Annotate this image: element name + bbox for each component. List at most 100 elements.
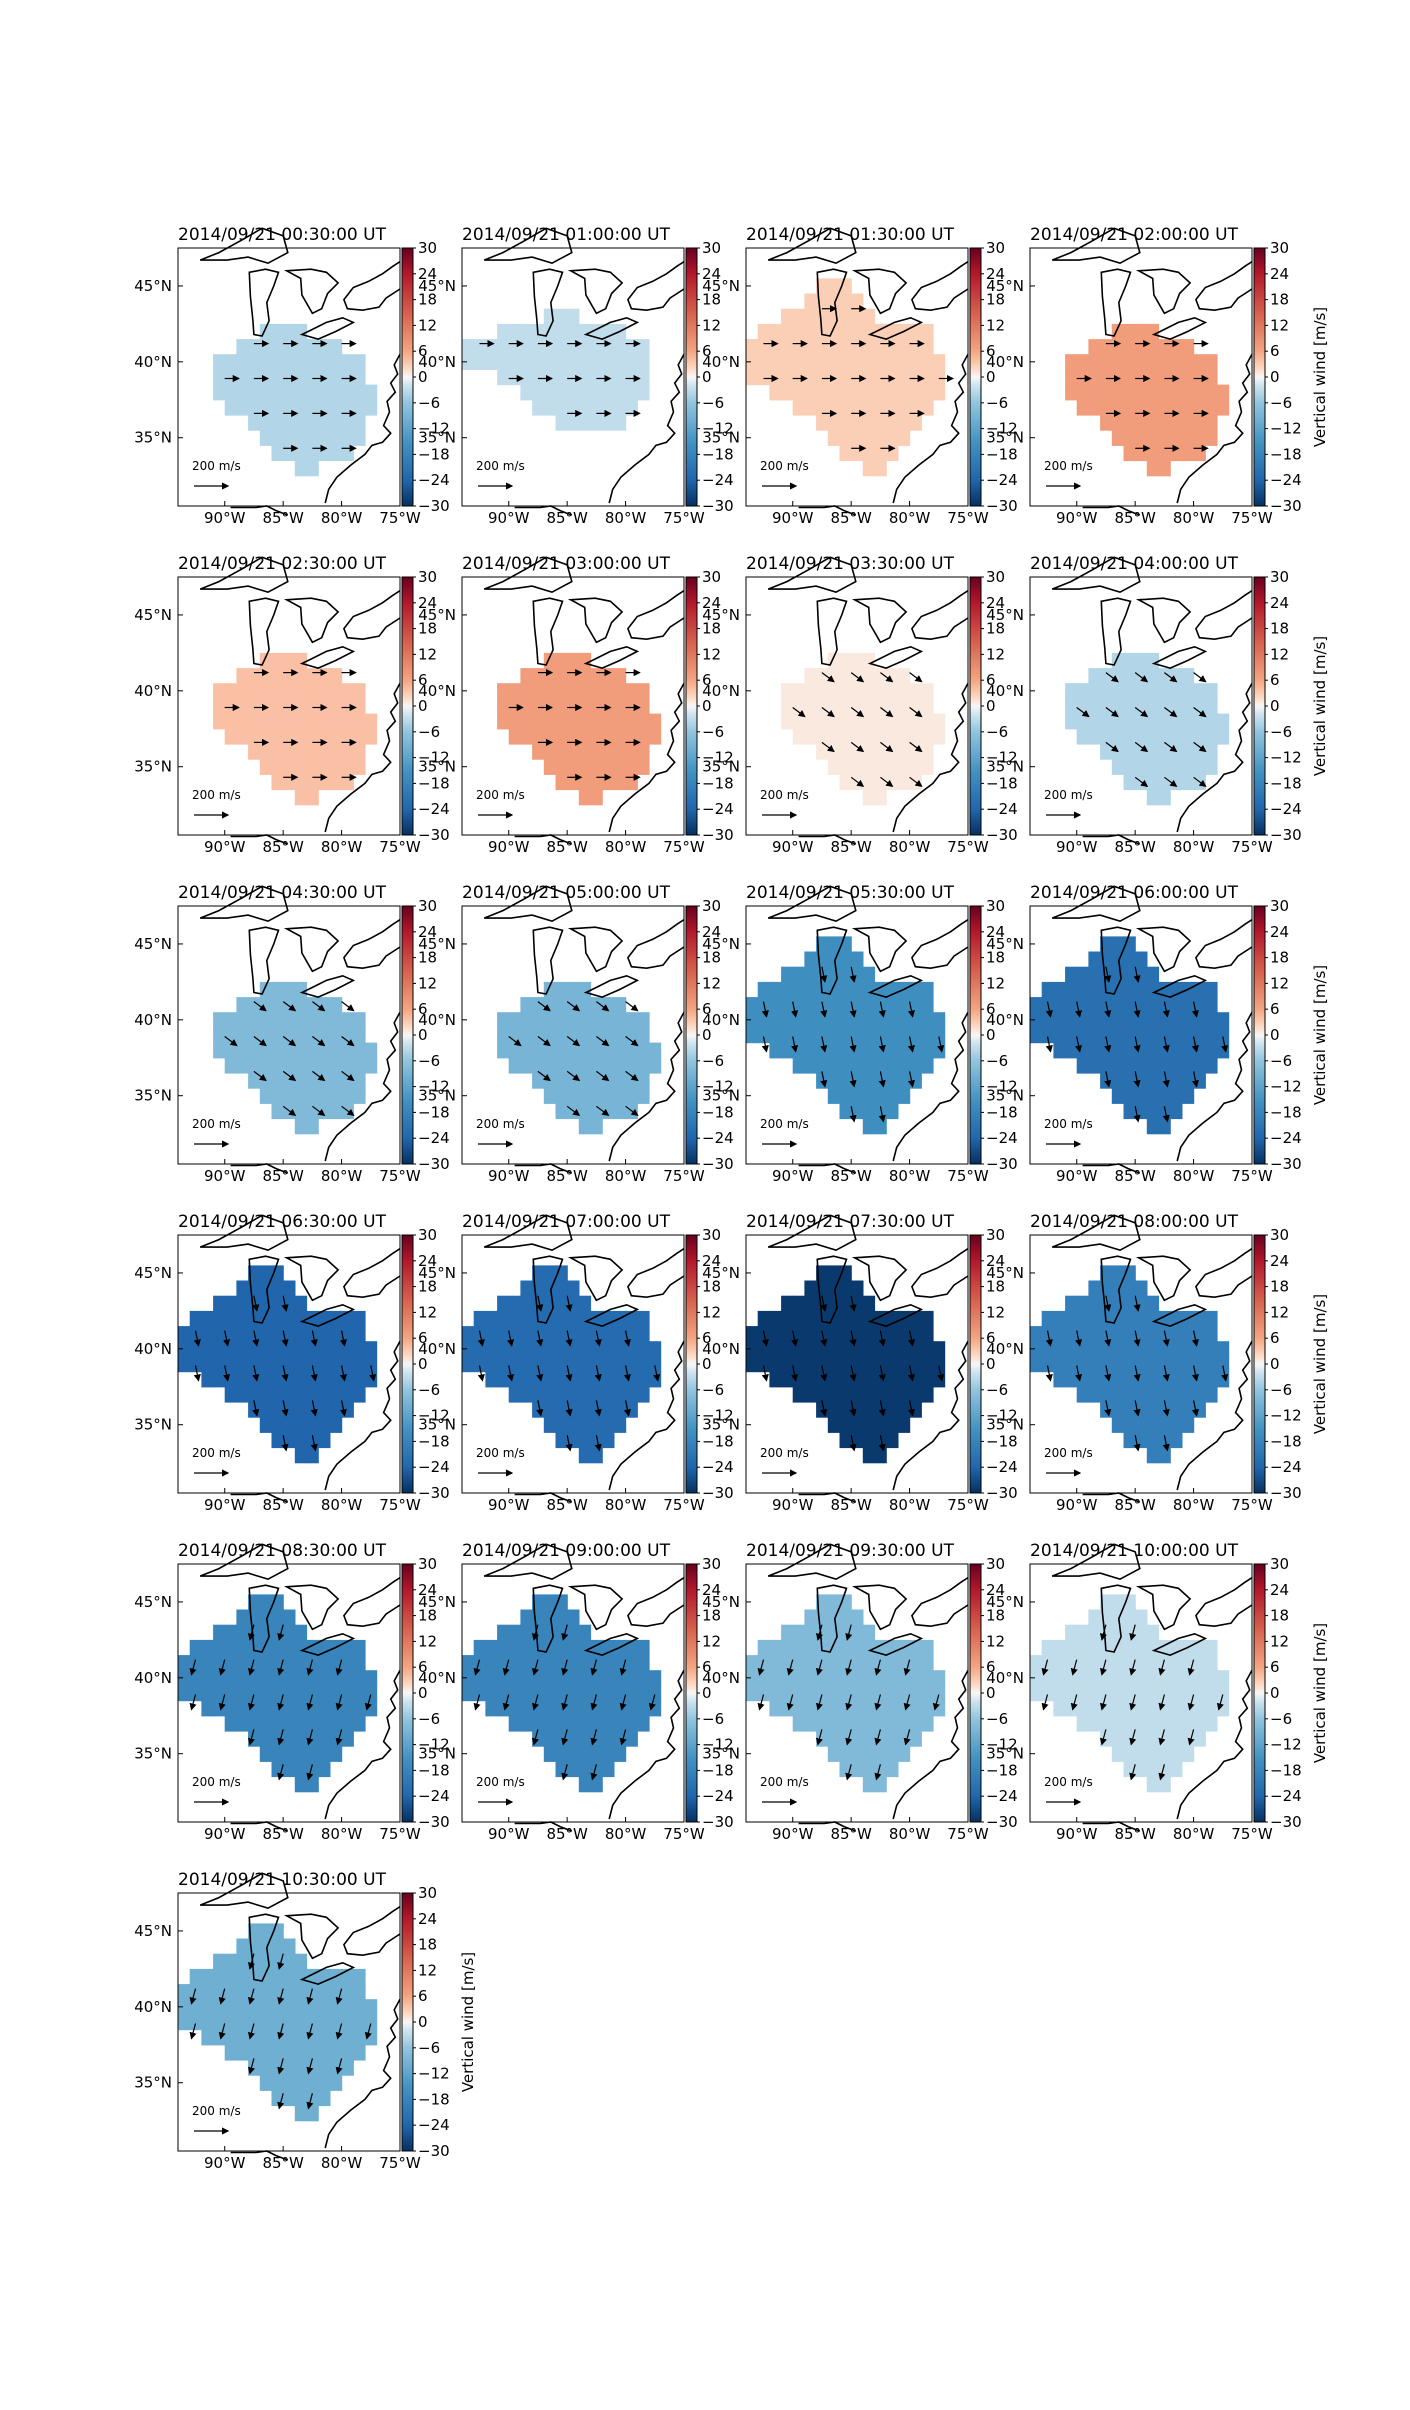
- region-cell: [897, 698, 911, 715]
- region-cell: [1193, 1326, 1206, 1342]
- colorbar-tick-label: −24: [418, 1129, 450, 1147]
- region-cell: [1135, 384, 1148, 401]
- lon-tick-label: 90°W: [1056, 509, 1098, 527]
- region-cell: [827, 1730, 841, 1747]
- lake-michigan: [248, 926, 280, 995]
- wind-region: [746, 1594, 946, 1793]
- lon-tick-label: 75°W: [947, 838, 989, 856]
- wind-region: [746, 936, 946, 1135]
- region-cell: [201, 1356, 214, 1373]
- region-cell: [851, 339, 864, 355]
- region-cell: [341, 713, 354, 730]
- wind-arrow: [623, 1400, 631, 1417]
- wind-arrow: [1129, 1729, 1137, 1746]
- wind-arrow: [277, 2093, 285, 2110]
- region-cell: [839, 1310, 852, 1327]
- region-cell: [851, 354, 864, 370]
- region-cell: [1181, 369, 1195, 386]
- colorbar-tick-label: 18: [418, 1278, 437, 1296]
- east-coastline: [892, 1340, 969, 1491]
- colorbar-tick-label: −12: [418, 420, 450, 438]
- region-cell: [353, 2044, 366, 2061]
- region-cell: [613, 1746, 627, 1762]
- region-cell: [1076, 713, 1089, 730]
- lat-tick-label: 40°N: [702, 1011, 740, 1029]
- region-cell: [1088, 981, 1101, 998]
- region-cell: [1170, 1685, 1183, 1702]
- region-cell: [757, 369, 770, 386]
- region-cell: [271, 1072, 284, 1089]
- wind-arrow: [537, 1070, 551, 1082]
- coastline: [626, 1577, 685, 1628]
- region-cell: [520, 668, 533, 684]
- region-cell: [1030, 1655, 1043, 1671]
- region-cell: [897, 354, 911, 370]
- region-cell: [271, 1295, 284, 1312]
- region-cell: [578, 774, 592, 791]
- region-cell: [224, 1715, 237, 1732]
- lon-tick-label: 85°W: [262, 509, 304, 527]
- region-cell: [625, 1715, 638, 1732]
- region-cell: [851, 1027, 864, 1044]
- region-cell: [613, 1417, 627, 1433]
- region-cell: [283, 1639, 296, 1656]
- region-cell: [520, 384, 533, 401]
- region-cell: [625, 1057, 638, 1074]
- region-cell: [1065, 997, 1078, 1013]
- gulf-coastline: [1082, 505, 1141, 516]
- region-cell: [792, 323, 805, 340]
- region-cell: [1088, 384, 1101, 401]
- lake-michigan: [532, 1255, 564, 1324]
- region-cell: [613, 354, 627, 370]
- region-cell: [851, 759, 864, 775]
- region-cell: [1111, 1401, 1125, 1418]
- region-cell: [213, 1999, 226, 2015]
- region-cell: [862, 1042, 876, 1059]
- colorbar-tick-label: 12: [418, 1632, 437, 1650]
- colorbar-tick-label: 6: [418, 1329, 428, 1347]
- gulf-coastline: [230, 2150, 289, 2161]
- wind-arrow: [850, 776, 865, 788]
- region-cell: [1216, 1042, 1230, 1059]
- region-cell: [294, 1432, 308, 1449]
- region-cell: [637, 1655, 650, 1671]
- lat-tick-label: 40°N: [418, 1340, 456, 1358]
- region-cell: [318, 1012, 331, 1028]
- region-cell: [294, 2075, 308, 2091]
- lat-tick-label: 35°N: [986, 1087, 1024, 1105]
- region-cell: [862, 1417, 876, 1433]
- region-cell: [294, 1761, 308, 1778]
- wind-arrow: [907, 1365, 915, 1382]
- region-cell: [1123, 698, 1136, 715]
- wind-arrow: [1191, 1036, 1199, 1053]
- region-cell: [543, 339, 557, 355]
- lake-superior: [767, 1543, 857, 1581]
- region-cell: [485, 1639, 498, 1656]
- region-cell: [792, 1295, 805, 1312]
- region-cell: [294, 1730, 308, 1747]
- region-cell: [329, 1341, 343, 1357]
- region-cell: [248, 1594, 261, 1611]
- region-cell: [306, 1088, 319, 1104]
- wind-arrow: [281, 1435, 289, 1452]
- lake-erie: [1151, 316, 1208, 340]
- region-cell: [816, 339, 829, 355]
- region-cell: [804, 1371, 817, 1388]
- wind-arrow: [849, 966, 857, 983]
- region-cell: [329, 354, 343, 370]
- region-cell: [555, 1356, 568, 1373]
- region-cell: [1076, 354, 1089, 370]
- region-cell: [306, 445, 319, 462]
- wind-arrow: [247, 1729, 255, 1746]
- region-cell: [532, 1265, 545, 1282]
- colorbar-tick-label: 12: [418, 974, 437, 992]
- region-cell: [874, 1761, 887, 1778]
- region-cell: [602, 1746, 615, 1762]
- region-cell: [886, 430, 899, 446]
- wind-arrow: [531, 1659, 539, 1676]
- lat-tick-label: 45°N: [418, 1593, 456, 1611]
- region-cell: [590, 1371, 603, 1388]
- colorbar-tick-label: −30: [702, 1484, 734, 1502]
- region-cell: [283, 713, 296, 730]
- lon-tick-label: 75°W: [663, 1496, 705, 1514]
